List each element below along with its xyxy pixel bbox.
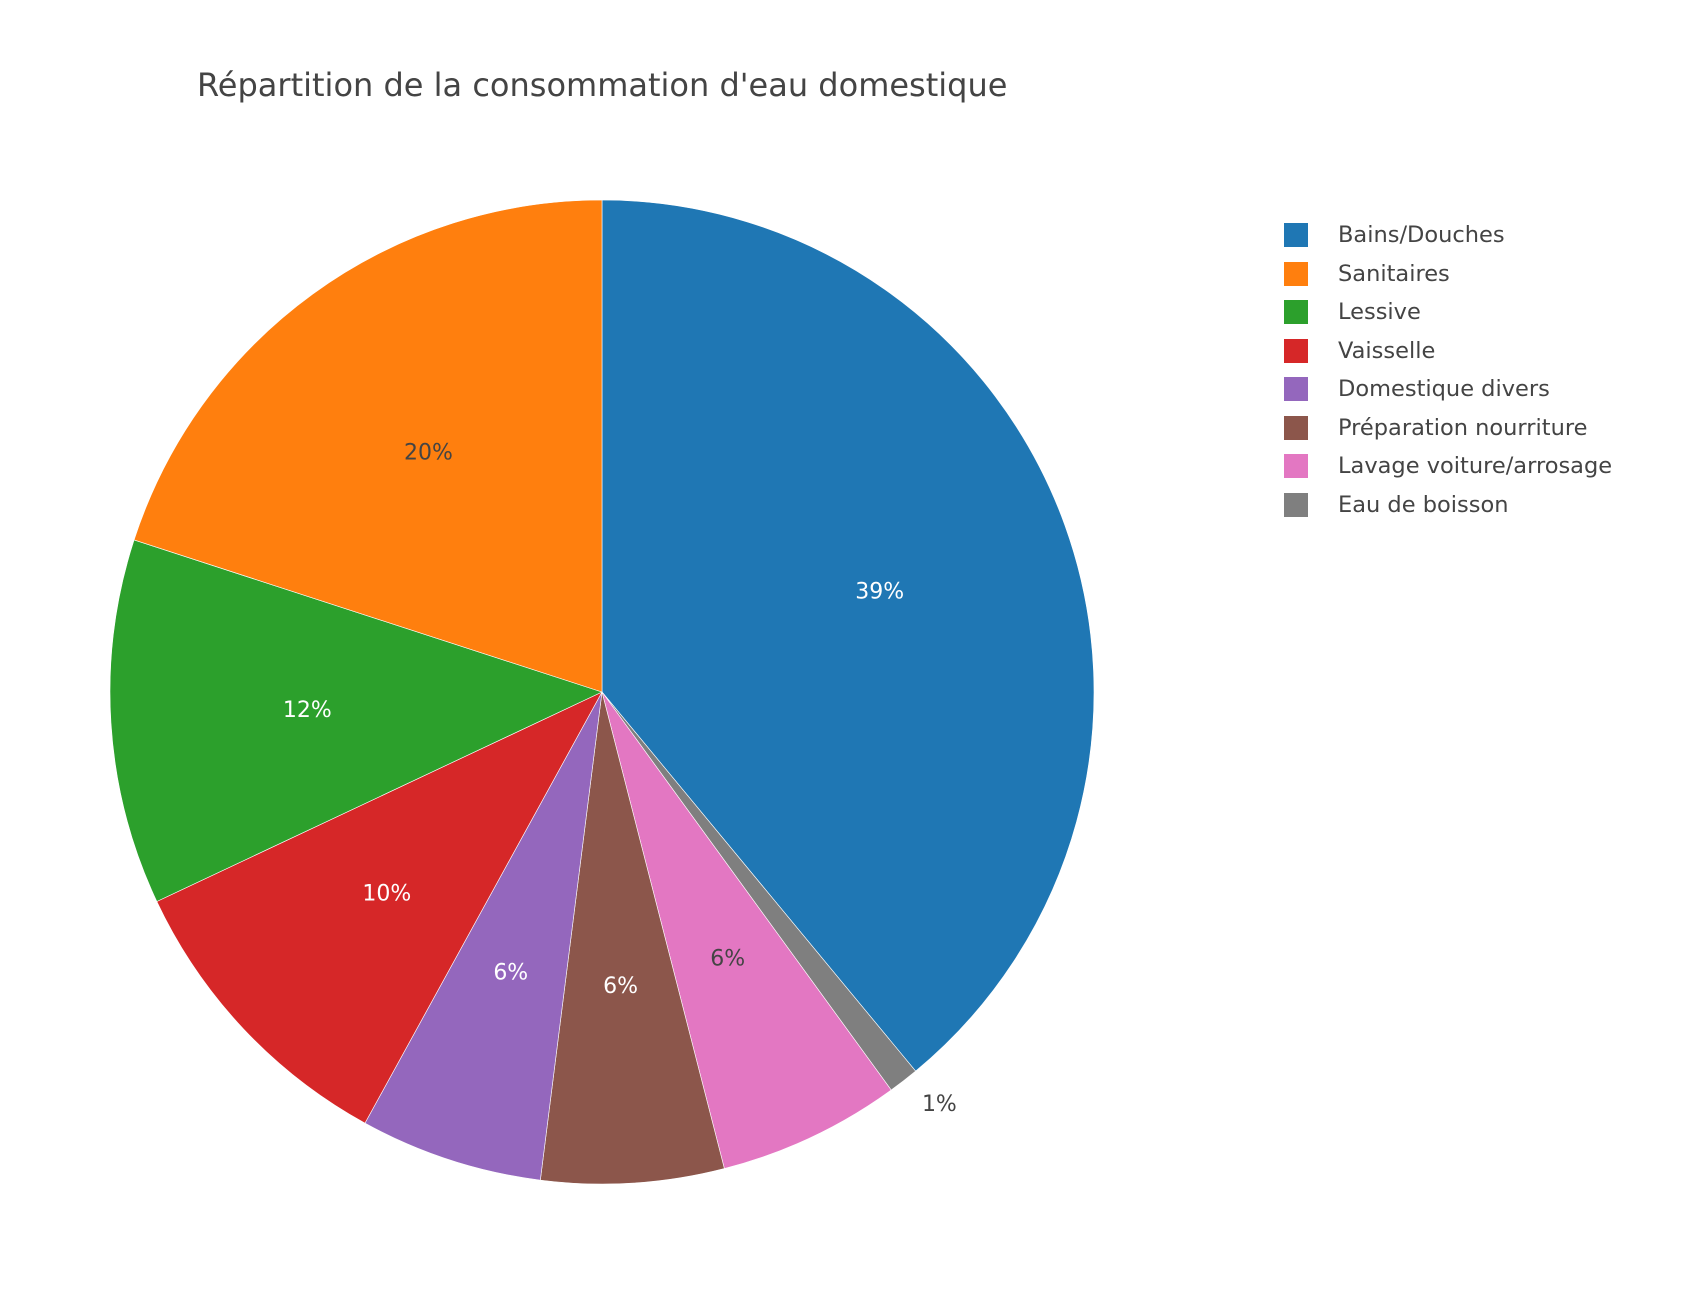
legend-label: Sanitaires [1338,260,1450,287]
legend: Bains/Douches Sanitaires Lessive Vaisselle D… [1284,216,1612,524]
legend-item[interactable]: Vaisselle [1284,332,1612,371]
legend-label: Domestique divers [1338,376,1550,403]
pie-slice-pr-paration-nourriture[interactable] [540,691,725,1185]
legend-swatch [1284,377,1308,402]
pie-slice-lavage-voiture-arrosage[interactable] [601,691,892,1169]
legend-label: Préparation nourriture [1338,414,1588,441]
legend-item[interactable]: Préparation nourriture [1284,409,1612,448]
slice-label-domestique-divers: 6% [493,960,528,985]
pie-slice-bains-douches[interactable] [601,199,1095,1072]
slice-label-vaisselle: 10% [362,882,411,907]
legend-swatch [1284,338,1308,363]
legend-item[interactable]: Bains/Douches [1284,216,1612,255]
legend-swatch [1284,223,1308,248]
legend-label: Vaisselle [1338,337,1436,364]
pie-slice-vaisselle[interactable] [156,691,603,1124]
legend-label: Eau de boisson [1338,491,1509,518]
slice-label-pr-paration-nourriture: 6% [603,974,638,999]
legend-swatch [1284,415,1308,440]
legend-label: Bains/Douches [1338,222,1505,249]
legend-label: Lessive [1338,299,1421,326]
pie-slice-sanitaires[interactable] [133,199,603,693]
slice-label-lessive: 12% [283,698,332,723]
chart-title: Répartition de la consommation d'eau dom… [197,66,1008,104]
pie-slice-lessive[interactable] [109,539,603,902]
pie-slice-domestique-divers[interactable] [364,691,603,1181]
slice-label-sanitaires: 20% [404,441,453,466]
legend-swatch [1284,454,1308,479]
legend-item[interactable]: Eau de boisson [1284,486,1612,525]
slice-label-eau-de-boisson: 1% [922,1092,957,1117]
legend-swatch [1284,492,1308,517]
slice-label-bains-douches: 39% [855,580,904,605]
slice-label-lavage-voiture-arrosage: 6% [710,947,745,972]
legend-label: Lavage voiture/arrosage [1338,453,1613,480]
legend-item[interactable]: Lessive [1284,293,1612,332]
legend-swatch [1284,300,1308,325]
legend-item[interactable]: Sanitaires [1284,255,1612,294]
legend-swatch [1284,261,1308,286]
legend-item[interactable]: Domestique divers [1284,370,1612,409]
legend-item[interactable]: Lavage voiture/arrosage [1284,447,1612,486]
